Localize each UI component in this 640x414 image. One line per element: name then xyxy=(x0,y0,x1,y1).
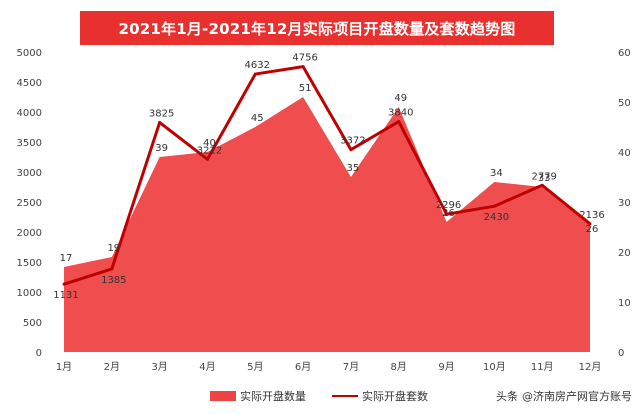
area-data-label: 33 xyxy=(538,173,551,184)
line-data-label: 4756 xyxy=(292,53,317,64)
x-tick-label: 4月 xyxy=(199,361,215,373)
line-point xyxy=(205,157,209,161)
x-tick-label: 6月 xyxy=(295,361,311,373)
line-data-label: 3372 xyxy=(340,136,365,147)
y-right-tick-label: 30 xyxy=(618,198,631,209)
line-point xyxy=(540,183,544,187)
y-right-tick-label: 60 xyxy=(618,48,631,59)
line-data-label: 2136 xyxy=(579,210,604,221)
area-data-label: 26 xyxy=(442,208,455,219)
y-right-tick-label: 20 xyxy=(618,248,631,259)
y-left-tick-label: 500 xyxy=(23,318,42,329)
chart-legend: 实际开盘数量 实际开盘套数 xyxy=(210,386,428,406)
line-data-label: 4632 xyxy=(245,60,270,71)
area-data-label: 26 xyxy=(586,224,599,235)
legend-line-label: 实际开盘套数 xyxy=(362,390,428,403)
line-data-label: 3212 xyxy=(197,145,222,156)
source-watermark: 头条 @济南房产网官方账号 xyxy=(496,388,632,404)
y-left-tick-label: 4000 xyxy=(17,108,42,119)
y-left-tick-label: 3500 xyxy=(17,138,42,149)
line-point xyxy=(397,120,401,124)
x-tick-label: 2月 xyxy=(104,361,120,373)
area-data-label: 35 xyxy=(347,163,360,174)
legend-area-label: 实际开盘数量 xyxy=(240,390,306,403)
y-left-tick-label: 2500 xyxy=(17,198,42,209)
x-tick-label: 7月 xyxy=(343,361,359,373)
y-right-tick-label: 40 xyxy=(618,148,631,159)
area-data-label: 40 xyxy=(203,138,216,149)
watermark-account: @济南房产网官方账号 xyxy=(522,390,632,403)
line-data-label: 3840 xyxy=(388,108,413,119)
area-data-label: 17 xyxy=(60,253,73,264)
y-right-tick-label: 10 xyxy=(618,298,631,309)
line-point xyxy=(253,72,257,76)
line-point xyxy=(349,148,353,152)
area-data-label: 45 xyxy=(251,113,264,124)
y-right-tick-label: 50 xyxy=(618,98,631,109)
x-tick-label: 11月 xyxy=(531,361,554,373)
x-tick-label: 9月 xyxy=(438,361,454,373)
series-area-open-count xyxy=(64,97,590,352)
x-tick-label: 3月 xyxy=(151,361,167,373)
line-data-label: 2296 xyxy=(436,200,461,211)
x-tick-label: 8月 xyxy=(391,361,407,373)
y-left-tick-label: 1000 xyxy=(17,288,42,299)
area-data-label: 51 xyxy=(299,83,312,94)
area-data-label: 39 xyxy=(155,143,168,154)
series-line-open-units xyxy=(63,65,591,286)
y-left-tick-label: 4500 xyxy=(17,78,42,89)
y-left-tick-label: 3000 xyxy=(17,168,42,179)
line-data-label: 2779 xyxy=(531,171,556,182)
line-point xyxy=(62,282,66,286)
line-point xyxy=(445,212,449,216)
line-data-label: 1131 xyxy=(53,290,78,301)
y-left-tick-label: 1500 xyxy=(17,258,42,269)
y-left-tick-label: 0 xyxy=(36,348,42,359)
line-point xyxy=(588,222,592,226)
area-data-label: 19 xyxy=(107,243,120,254)
y-right-tick-label: 0 xyxy=(618,348,624,359)
watermark-prefix: 头条 xyxy=(496,390,518,403)
line-point xyxy=(158,121,162,124)
y-left-tick-label: 2000 xyxy=(17,228,42,239)
legend-area-swatch xyxy=(210,391,236,401)
x-tick-label: 5月 xyxy=(247,361,263,373)
line-data-label: 2430 xyxy=(484,212,509,223)
y-left-tick-label: 5000 xyxy=(17,48,42,59)
legend-line-swatch xyxy=(332,395,358,397)
line-data-label: 1385 xyxy=(101,275,126,286)
x-tick-label: 12月 xyxy=(579,361,602,373)
chart-title: 2021年1月-2021年12月实际项目开盘数量及套数趋势图 xyxy=(80,11,554,45)
area-data-label: 34 xyxy=(490,168,503,179)
line-point xyxy=(301,65,305,69)
x-tick-label: 10月 xyxy=(483,361,506,373)
line-point xyxy=(110,267,114,271)
area-data-label: 49 xyxy=(394,93,407,104)
line-point xyxy=(492,204,496,208)
x-tick-label: 1月 xyxy=(56,361,72,373)
line-data-label: 3825 xyxy=(149,109,174,120)
